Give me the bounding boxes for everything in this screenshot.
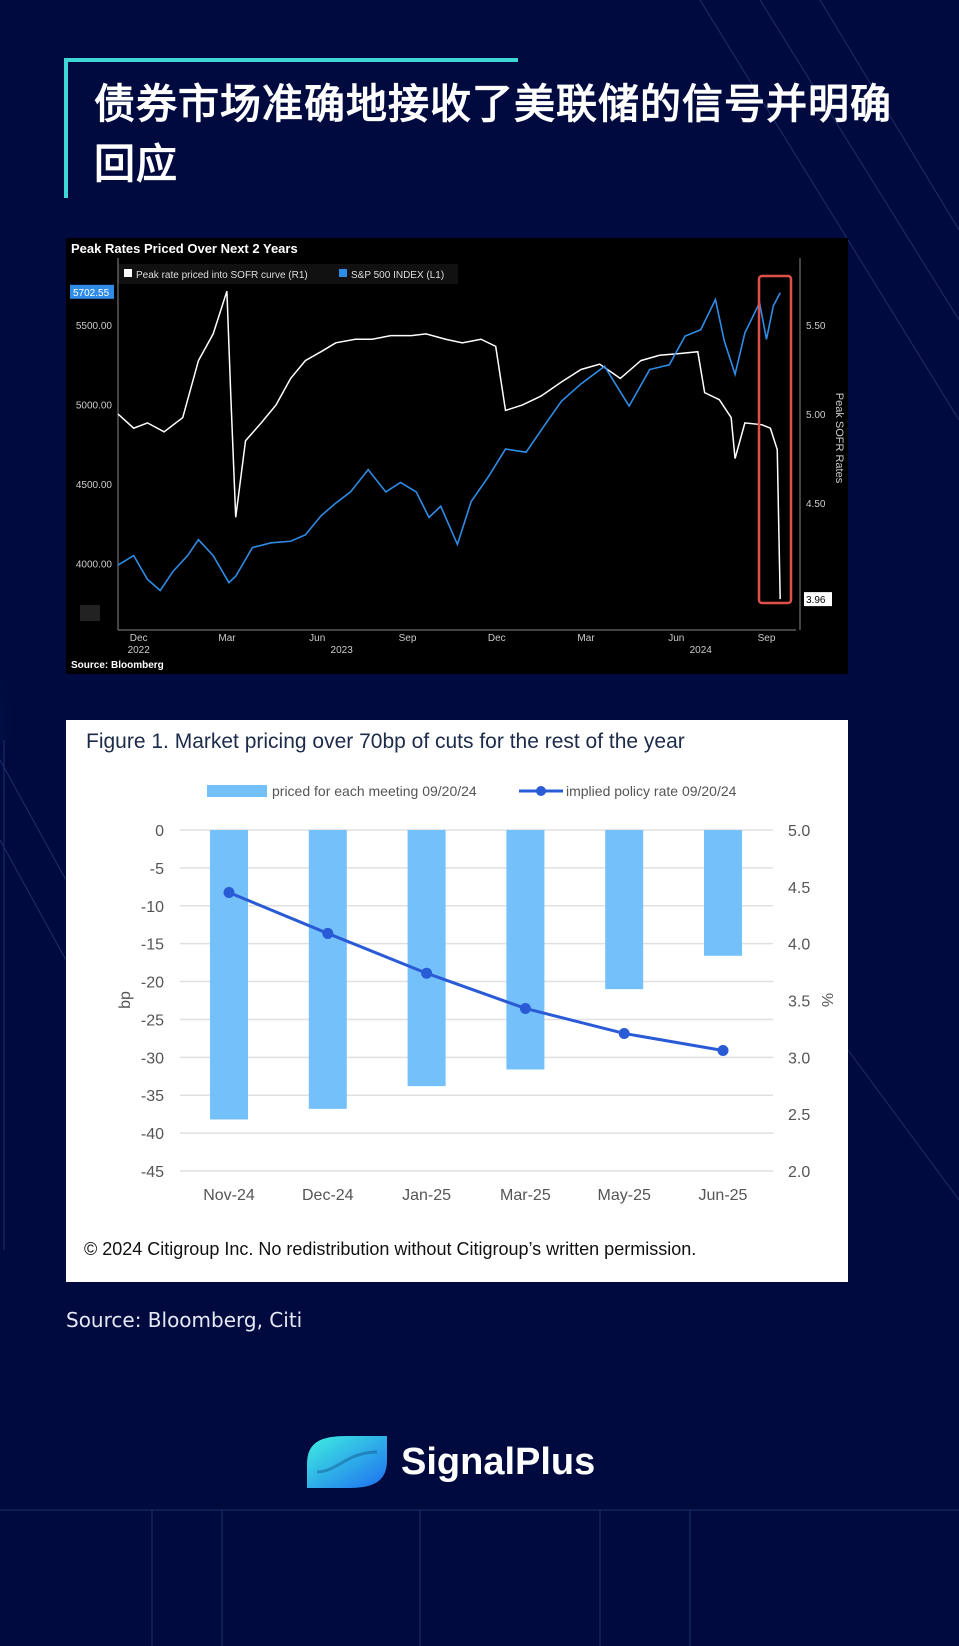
left-tick-label: 4500.00 <box>76 480 113 491</box>
x-tick-label: Dec <box>488 633 506 644</box>
chart-title: Peak Rates Priced Over Next 2 Years <box>71 241 298 256</box>
left-tick-label: 5500.00 <box>76 321 113 332</box>
left-axis-label: bp <box>117 991 134 1009</box>
left-tick-label: -5 <box>150 861 164 878</box>
last-value-left: 5702.55 <box>73 288 110 299</box>
right-tick-label: 5.0 <box>788 823 810 840</box>
x-tick-label: Nov-24 <box>203 1187 255 1204</box>
left-tick-label: 4000.00 <box>76 560 113 571</box>
citi-chart-svg: Figure 1. Market pricing over 70bp of cu… <box>84 730 835 1259</box>
x-tick-label: Jun <box>309 633 325 644</box>
left-tick-label: 5000.00 <box>76 401 113 412</box>
sp500-line <box>117 292 781 592</box>
policy-rate-point <box>421 967 433 979</box>
x-tick-label: Jun-25 <box>699 1187 748 1204</box>
legend-swatch-sp500 <box>339 269 347 277</box>
legend-swatch-bars <box>207 785 267 797</box>
x-tick-label: Dec <box>130 633 148 644</box>
last-value-badge-left <box>70 284 114 299</box>
legend-box <box>118 264 458 284</box>
legend-label-bars: priced for each meeting 09/20/24 <box>272 783 477 799</box>
policy-rate-point <box>618 1027 630 1039</box>
left-tick-label: -30 <box>141 1050 164 1067</box>
right-tick-label: 4.50 <box>806 499 826 510</box>
right-tick-label: 4.5 <box>788 880 810 897</box>
policy-rate-point <box>223 887 235 899</box>
right-tick-label: 5.00 <box>806 410 826 421</box>
bar <box>605 830 644 990</box>
right-tick-label: 2.0 <box>788 1164 810 1181</box>
chart-title: Figure 1. Market pricing over 70bp of cu… <box>86 730 685 753</box>
right-axis-label: Peak SOFR Rates <box>833 393 845 484</box>
right-tick-label: 2.5 <box>788 1107 810 1124</box>
year-label: 2022 <box>128 645 151 656</box>
copyright-note: © 2024 Citigroup Inc. No redistribution … <box>84 1239 696 1259</box>
x-tick-label: Mar <box>218 633 236 644</box>
x-tick-label: Dec-24 <box>302 1187 354 1204</box>
left-tick-label: -35 <box>141 1088 164 1105</box>
right-tick-label: 5.50 <box>806 321 826 332</box>
left-tick-label: -20 <box>141 975 164 992</box>
bar <box>210 830 248 1120</box>
x-tick-label: Mar <box>577 633 595 644</box>
signalplus-logo-icon <box>307 1436 387 1488</box>
citi-chart: Figure 1. Market pricing over 70bp of cu… <box>66 720 848 1282</box>
policy-rate-line <box>228 891 724 1052</box>
brand-name: SignalPlus <box>401 1440 596 1483</box>
bar <box>506 830 545 1070</box>
source-note: Source: Bloomberg, Citi <box>66 1308 303 1332</box>
year-label: 2024 <box>690 645 713 656</box>
year-label: 2023 <box>331 645 354 656</box>
legend-label-sp500: S&P 500 INDEX (L1) <box>351 270 444 281</box>
legend-label-policy: implied policy rate 09/20/24 <box>566 783 737 799</box>
legend-swatch-sofr <box>124 269 132 277</box>
right-tick-label: 3.5 <box>788 994 810 1011</box>
bar <box>407 830 446 1087</box>
left-tick-label: -40 <box>141 1126 164 1143</box>
policy-rate-point <box>717 1045 729 1057</box>
policy-rate-point <box>322 927 334 939</box>
x-tick-label: Sep <box>758 633 776 644</box>
bloomberg-chart: Peak Rates Priced Over Next 2 Years Peak … <box>66 238 848 674</box>
left-tick-label: -10 <box>141 899 164 916</box>
chart-source: Source: Bloomberg <box>71 660 164 671</box>
x-tick-label: Sep <box>399 633 417 644</box>
signalplus-logo: SignalPlus <box>307 1430 595 1494</box>
x-tick-label: Mar-25 <box>500 1187 551 1204</box>
last-value-right: 3.96 <box>806 595 826 606</box>
chart-type-icon <box>80 605 100 621</box>
right-tick-label: 4.0 <box>788 937 810 954</box>
page-title: 债券市场准确地接收了美联储的信号并明确回应 <box>94 80 892 188</box>
legend-label-sofr: Peak rate priced into SOFR curve (R1) <box>136 270 308 281</box>
bloomberg-chart-svg: Peak Rates Priced Over Next 2 Years Peak … <box>70 241 845 671</box>
x-tick-label: May-25 <box>598 1187 651 1204</box>
bar <box>704 830 742 956</box>
policy-rate-point <box>519 1002 531 1014</box>
x-tick-label: Jan-25 <box>402 1187 451 1204</box>
legend-marker-policy <box>536 786 546 796</box>
highlight-box <box>757 274 793 605</box>
last-value-badge-right <box>804 592 832 607</box>
right-axis-label: % <box>818 993 835 1007</box>
left-tick-label: -45 <box>141 1164 164 1181</box>
left-tick-label: -15 <box>141 937 164 954</box>
right-tick-label: 3.0 <box>788 1050 810 1067</box>
sofr-line <box>117 290 781 600</box>
bar <box>308 830 347 1109</box>
left-tick-label: 0 <box>155 823 164 840</box>
left-tick-label: -25 <box>141 1012 164 1029</box>
x-tick-label: Jun <box>668 633 684 644</box>
title-accent-bar <box>64 58 518 62</box>
title-accent-line <box>64 58 68 198</box>
